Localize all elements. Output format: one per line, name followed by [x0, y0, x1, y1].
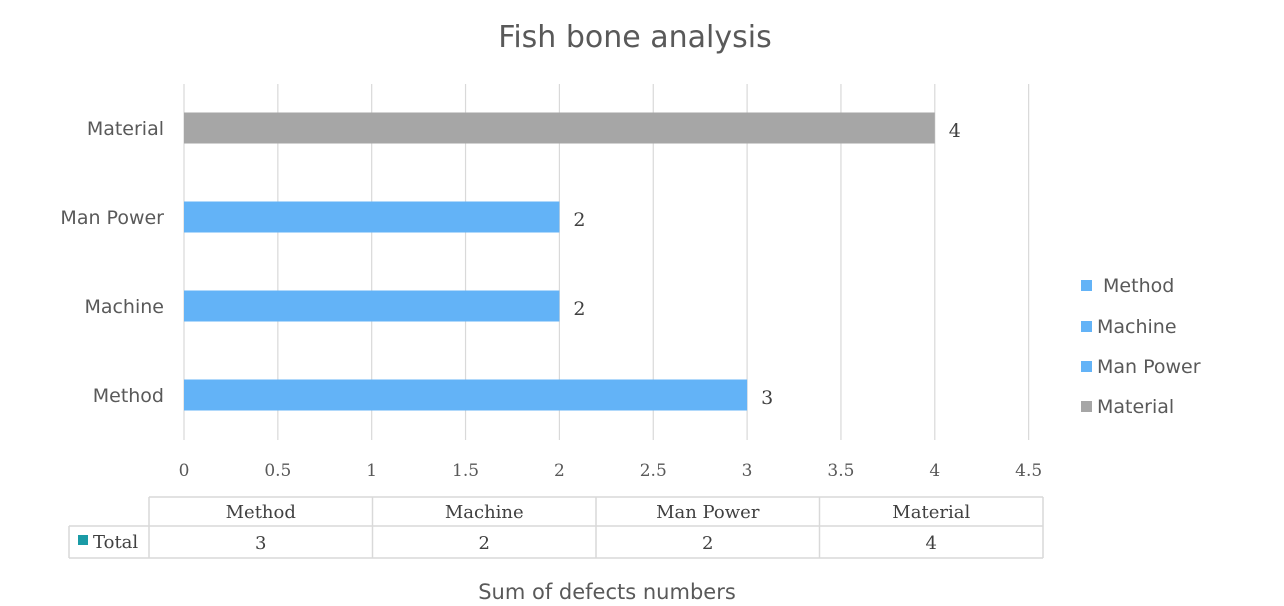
category-label-machine: Machine [84, 296, 164, 318]
bar-material [184, 112, 935, 144]
chart-title: Fish bone analysis [498, 20, 771, 55]
data-label-man-power: 2 [573, 209, 585, 231]
x-tick-label-0: 0 [179, 461, 190, 481]
category-label-material: Material [87, 118, 164, 140]
table-header-machine: Machine [445, 502, 524, 523]
table-value-man-power: 2 [702, 533, 713, 554]
legend-swatch-2 [1081, 361, 1092, 372]
table-value-method: 3 [255, 533, 266, 554]
bar-method [184, 379, 748, 411]
table-row-label: Total [93, 532, 138, 553]
category-axis-labels: Method Machine Man Power Material [60, 118, 164, 407]
legend-swatch-1 [1081, 321, 1092, 332]
legend-swatch-3 [1081, 401, 1092, 412]
data-label-method: 3 [761, 387, 773, 409]
x-axis-title: Sum of defects numbers [478, 580, 736, 604]
bar-data-labels: 3 2 2 4 [573, 120, 960, 409]
legend-label-2: Man Power [1097, 356, 1201, 378]
table-value-machine: 2 [479, 533, 490, 554]
value-axis-tick-labels: 0 0.5 1 1.5 2 2.5 3 3.5 4 4.5 [179, 461, 1043, 481]
table-value-material: 4 [926, 533, 937, 554]
x-tick-label-8: 4 [929, 461, 940, 481]
legend-label-3: Material [1097, 396, 1174, 418]
x-tick-label-4: 2 [554, 461, 565, 481]
x-tick-label-3: 1.5 [452, 461, 479, 481]
legend-label-1: Machine [1097, 316, 1177, 338]
data-table: Method 3 Machine 2 Man Power 2 Material 4 Total [68, 496, 1044, 559]
bar-man-power [184, 201, 560, 233]
category-label-method: Method [93, 385, 164, 407]
x-tick-label-1: 0.5 [264, 461, 291, 481]
table-header-method: Method [226, 502, 296, 523]
x-tick-label-5: 2.5 [640, 461, 667, 481]
bars [184, 112, 935, 411]
legend-swatch-0 [1081, 280, 1092, 291]
x-tick-label-2: 1 [366, 461, 377, 481]
x-tick-label-7: 3.5 [827, 461, 854, 481]
table-legend-key [78, 535, 88, 545]
legend: Method Machine Man Power Material [1081, 275, 1201, 418]
legend-label-0: Method [1097, 275, 1174, 297]
data-label-material: 4 [949, 120, 961, 142]
table-header-man-power: Man Power [656, 502, 760, 523]
category-label-man-power: Man Power [60, 207, 164, 229]
bar-machine [184, 290, 560, 322]
data-label-machine: 2 [573, 298, 585, 320]
x-tick-label-6: 3 [742, 461, 753, 481]
table-header-material: Material [892, 502, 970, 523]
x-tick-label-9: 4.5 [1015, 461, 1042, 481]
